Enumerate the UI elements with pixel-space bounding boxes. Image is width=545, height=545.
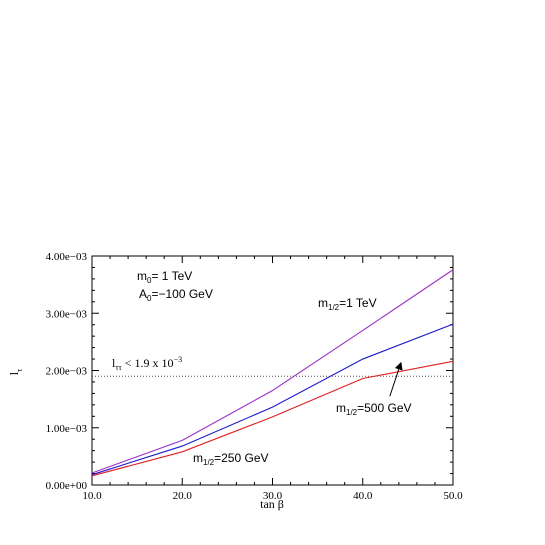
y-tick-label: 3.00e−03 <box>46 308 88 320</box>
series-group <box>91 269 454 477</box>
series-line-s1tev <box>91 269 454 474</box>
tick-labels: 10.0 20.0 30.0 40.0 50.0 0.00e+00 1.00e−03 2.00… <box>46 251 463 502</box>
x-tick-label: 40.0 <box>353 490 373 502</box>
x-tick-label: 50.0 <box>443 490 463 502</box>
y-tick-label: 1.00e−03 <box>46 423 88 435</box>
series-line-s500 <box>91 323 454 476</box>
m12-250-label: m1/2=250 GeV <box>193 451 269 467</box>
x-tick-label: 30.0 <box>263 490 283 502</box>
pointer-arrow <box>389 361 403 397</box>
m0-annotation: m0= 1 TeV <box>137 269 192 285</box>
y-tick-label: 0.00e+00 <box>46 480 88 492</box>
m12-1tev-label: m1/2=1 TeV <box>318 296 377 312</box>
a0-annotation: A0=−100 GeV <box>139 287 213 303</box>
y-axis-label: lτ <box>7 368 24 375</box>
x-tick-label: 20.0 <box>173 490 193 502</box>
lifetime-bound-label: lττ < 1.9 x 10−3 <box>112 355 182 372</box>
y-tick-label: 2.00e−03 <box>46 366 88 378</box>
x-tick-label: 10.0 <box>82 490 102 502</box>
series-line-s250 <box>91 360 454 477</box>
m12-500-label: m1/2=500 GeV <box>336 401 412 417</box>
axis-ticks <box>91 255 454 486</box>
x-axis-label: tan β <box>260 497 284 511</box>
y-tick-label: 4.00e−03 <box>46 251 88 263</box>
